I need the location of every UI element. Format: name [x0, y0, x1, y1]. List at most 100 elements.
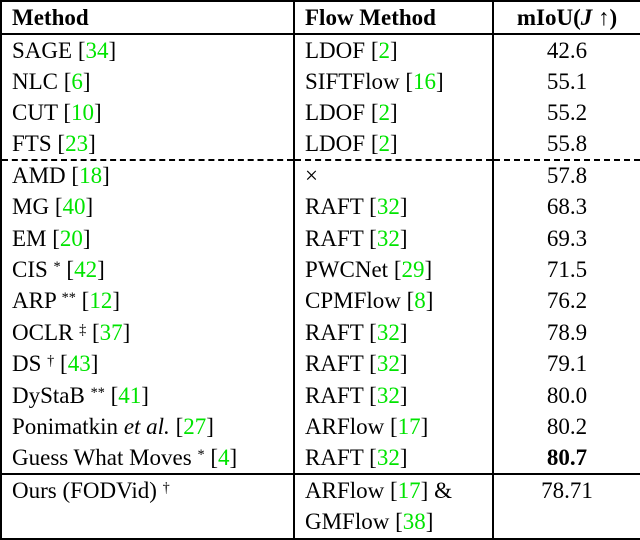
flow-line-2: GMFlow [38]	[305, 506, 491, 537]
cite-bracket: ]	[90, 351, 99, 377]
miou-cell: 78.71	[493, 473, 640, 539]
citation-link[interactable]: 12	[89, 288, 113, 314]
cite-bracket: ]	[97, 256, 105, 282]
citation-link[interactable]: 29	[401, 256, 425, 282]
method-cell: Ponimatkin et al. [27]	[1, 411, 295, 443]
cite-bracket: ]	[102, 163, 110, 189]
flow-cell: CPMFlow [8]	[294, 285, 494, 318]
citation-link[interactable]: 32	[376, 194, 400, 220]
citation-link[interactable]: 32	[376, 351, 400, 377]
table-row: OCLR ‡ [37] RAFT [32] 78.9	[1, 317, 640, 349]
method-cell: MG [40]	[1, 191, 295, 223]
method-name: ARP	[12, 288, 56, 314]
method-name: FTS	[12, 130, 52, 156]
citation-link[interactable]: 32	[376, 225, 400, 251]
citation-link[interactable]: 2	[378, 37, 390, 63]
flow-name: CPMFlow	[305, 288, 401, 314]
cite-bracket: ]	[206, 414, 214, 439]
flow-name: RAFT	[305, 194, 364, 220]
method-name: DS	[12, 351, 42, 377]
cite-bracket: ]	[424, 256, 433, 282]
method-marker: †	[162, 480, 170, 497]
flow-name: RAFT	[305, 351, 364, 377]
cite-bracket: ]	[94, 99, 102, 125]
cite-bracket: [	[370, 99, 379, 125]
citation-link[interactable]: 40	[62, 194, 86, 220]
flow-cell: RAFT [32]	[294, 442, 494, 475]
citation-link[interactable]: 43	[67, 351, 91, 377]
method-cell: ARP ** [12]	[1, 285, 295, 318]
table-row: DS † [43] RAFT [32] 79.1	[1, 348, 640, 380]
cite-bracket: [	[369, 444, 377, 470]
flow-cell: LDOF [2]	[294, 97, 494, 129]
cite-bracket: ]	[389, 130, 398, 156]
flow-cell: RAFT [32]	[294, 317, 494, 349]
citation-link[interactable]: 32	[376, 382, 400, 408]
cite-bracket: [	[57, 130, 66, 156]
cite-bracket: ]	[85, 194, 94, 220]
cite-bracket: [	[71, 163, 80, 189]
miou-cell: 69.3	[546, 225, 588, 251]
cite-bracket: [	[369, 194, 377, 220]
citation-link[interactable]: 37	[99, 319, 123, 345]
citation-link[interactable]: 32	[376, 319, 400, 345]
cite-bracket: [	[393, 256, 402, 282]
citation-link[interactable]: 17	[397, 478, 421, 504]
miou-cell: 71.5	[546, 256, 588, 282]
citation-link[interactable]: 42	[74, 256, 98, 282]
table-row: SAGE [34] LDOF [2] 42.6	[1, 34, 640, 66]
method-cell: CIS * [42]	[1, 254, 295, 286]
flow-cell: RAFT [32]	[294, 379, 494, 412]
citation-link[interactable]: 23	[65, 130, 89, 156]
method-cell: AMD [18]	[1, 159, 295, 192]
method-name: CUT	[12, 99, 58, 125]
miou-cell: 78.9	[546, 319, 588, 345]
method-name: Ponimatkin	[12, 414, 119, 439]
citation-link[interactable]: 2	[378, 130, 390, 156]
cite-bracket: [	[370, 37, 379, 63]
citation-link[interactable]: 38	[402, 509, 426, 535]
table-row: CIS * [42] PWCNet [29] 71.5	[1, 254, 640, 286]
method-name: DyStaB	[12, 382, 85, 408]
cite-bracket: ]	[399, 444, 408, 470]
method-cell: EM [20]	[1, 222, 295, 255]
flow-name: PWCNet	[305, 256, 389, 282]
method-etal: et al.	[123, 414, 170, 439]
flow-cell: ARFlow [17]	[294, 411, 494, 443]
flow-name: LDOF	[305, 130, 366, 156]
method-cell: DS † [43]	[1, 348, 295, 380]
method-name: CIS	[12, 256, 48, 282]
cite-bracket: [	[406, 288, 415, 314]
flow-cell: ×	[294, 159, 494, 192]
citation-link[interactable]: 17	[397, 414, 421, 439]
flow-name: ARFlow	[305, 414, 385, 439]
cite-bracket: [	[369, 382, 377, 408]
citation-link[interactable]: 18	[79, 163, 103, 189]
citation-link[interactable]: 20	[59, 225, 83, 251]
flow-cell: RAFT [32]	[294, 348, 494, 380]
method-cell: DyStaB ** [41]	[1, 379, 295, 412]
table-row: NLC [6] SIFTFlow [16] 55.1	[1, 65, 640, 98]
citation-link[interactable]: 32	[376, 444, 400, 470]
up-arrow-icon: ↑	[597, 4, 610, 30]
citation-link[interactable]: 4	[218, 444, 230, 470]
table-row: ARP ** [12] CPMFlow [8] 76.2	[1, 285, 640, 318]
method-cell: OCLR ‡ [37]	[1, 317, 295, 349]
citation-link[interactable]: 34	[85, 37, 109, 63]
citation-link[interactable]: 2	[378, 99, 390, 125]
citation-link[interactable]: 10	[71, 99, 95, 125]
method-cell: FTS [23]	[1, 128, 295, 161]
cite-bracket: [	[369, 225, 377, 251]
citation-link[interactable]: 16	[413, 68, 437, 94]
cite-bracket: [	[390, 414, 398, 439]
citation-link[interactable]: 27	[183, 414, 207, 439]
method-marker: *	[197, 446, 205, 463]
citation-link[interactable]: 8	[414, 288, 426, 314]
table-row: DyStaB ** [41] RAFT [32] 80.0	[1, 379, 640, 412]
cite-bracket: [	[60, 351, 68, 377]
citation-link[interactable]: 6	[71, 68, 83, 94]
cite-bracket: [	[175, 414, 184, 439]
miou-cell: 79.1	[546, 351, 588, 377]
citation-link[interactable]: 41	[118, 382, 142, 408]
cite-bracket: [	[395, 509, 403, 535]
